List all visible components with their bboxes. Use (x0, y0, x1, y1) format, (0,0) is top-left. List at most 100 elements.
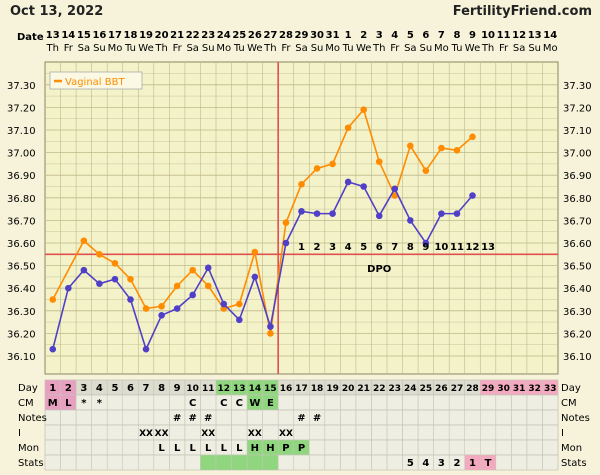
day-value: 18 (311, 384, 324, 394)
day-row-label-left: Day (18, 383, 38, 394)
purple-series-point (80, 266, 88, 274)
day-value: 32 (528, 384, 541, 394)
cell-highlight (60, 380, 77, 395)
day-value: 9 (174, 383, 181, 394)
day-value: 3 (80, 383, 87, 394)
y-tick-label-right: 36.10 (563, 352, 592, 363)
dpo-label: DPO (367, 264, 391, 275)
plot-area (44, 61, 559, 375)
orange-series-point (220, 305, 228, 312)
purple-series-point (142, 345, 150, 353)
cell-highlight (247, 455, 263, 470)
orange-series-point (158, 302, 165, 310)
y-tick-label-right: 36.70 (563, 216, 592, 227)
cell-highlight (216, 380, 232, 395)
date-label: 5 (407, 30, 414, 41)
weekday-label: Th (372, 43, 385, 54)
site-name[interactable]: FertilityFriend.com (452, 4, 592, 19)
date-label: 1 (345, 30, 352, 41)
cell-highlight (247, 380, 263, 395)
day-value: 12 (218, 384, 231, 394)
purple-series-point (329, 210, 336, 217)
cell-highlight (262, 395, 279, 410)
orange-series-point (344, 124, 352, 132)
stats-value: 2 (453, 458, 460, 469)
cm-value: L (65, 398, 72, 409)
weekday-label: Fr (499, 43, 509, 54)
orange-series-point (111, 260, 119, 267)
purple-series-point (422, 239, 430, 247)
purple-series-line (51, 181, 474, 352)
day-value: 15 (264, 384, 277, 394)
weekday-label: Fr (173, 43, 183, 54)
cell-highlight (231, 380, 248, 395)
orange-series-point (236, 300, 243, 308)
weekday-label: Th (481, 43, 494, 54)
notes-value: # (173, 413, 181, 424)
legend-label: Vaginal BBT (65, 77, 125, 88)
cell-highlight (262, 455, 279, 470)
y-tick-label-left: 36.60 (7, 239, 36, 250)
weekday-label: Su (528, 43, 541, 54)
weekday-label: Tu (124, 43, 136, 54)
day-value: 7 (143, 383, 150, 394)
stats-value: T (485, 458, 492, 469)
y-tick-label-right: 36.20 (563, 329, 592, 340)
weekday-label: Su (93, 43, 106, 54)
cm-value: C (189, 398, 196, 409)
day-value: 8 (158, 383, 165, 394)
orange-series-point (375, 158, 383, 165)
y-tick-label-left: 36.70 (7, 216, 36, 227)
date-label: 7 (438, 30, 445, 41)
orange-series-point (453, 147, 461, 154)
date-row-label: Date (17, 32, 44, 43)
stats-value: 1 (469, 458, 476, 469)
day-value: 20 (342, 384, 355, 394)
weekday-label: Tu (342, 43, 354, 54)
cell-highlight (278, 440, 294, 455)
cm-value: W (249, 398, 260, 409)
date-label: 17 (108, 30, 122, 41)
cell-highlight (542, 380, 558, 395)
dpo-number: 3 (329, 242, 336, 253)
mon-value: L (236, 443, 243, 454)
y-tick-label-right: 37.30 (563, 81, 592, 92)
date-label: 12 (512, 30, 526, 41)
date-label: 8 (453, 30, 460, 41)
y-tick-label-left: 36.50 (7, 262, 36, 273)
cell-highlight (262, 380, 279, 395)
date-label: 29 (295, 30, 309, 41)
weekday-label: Mo (434, 43, 449, 54)
stats-row-label-left: Stats (18, 458, 44, 469)
y-tick-label-left: 36.30 (7, 307, 36, 318)
purple-series-point (204, 264, 212, 272)
dpo-number: 12 (466, 242, 480, 253)
y-tick-label-right: 37.10 (563, 126, 592, 137)
dpo-number: 1 (298, 242, 305, 253)
weekday-label: Fr (281, 43, 291, 54)
purple-series-point (189, 291, 196, 299)
purple-series-point (267, 323, 274, 330)
purple-series-point (251, 273, 259, 281)
date-label: 11 (497, 30, 511, 41)
weekday-label: Sa (513, 43, 525, 54)
orange-series-point (422, 167, 430, 174)
y-tick-label-right: 36.80 (563, 194, 592, 205)
notes-value: # (188, 413, 196, 424)
purple-series-point (173, 305, 181, 312)
dpo-number: 7 (391, 242, 398, 253)
y-tick-label-left: 37.30 (7, 81, 36, 92)
purple-series-point (220, 300, 228, 308)
date-label: 30 (310, 30, 324, 41)
date-label: 6 (422, 30, 429, 41)
y-tick-label-left: 36.10 (7, 352, 36, 363)
day-value: 29 (482, 384, 495, 394)
weekday-label: We (356, 43, 371, 54)
cm-value: * (81, 398, 87, 409)
mon-value: H (266, 443, 274, 454)
intercourse-value: XX (201, 429, 215, 439)
weekday-label: Th (46, 43, 59, 54)
weekday-label: Sa (295, 43, 307, 54)
weekday-label: Th (263, 43, 276, 54)
